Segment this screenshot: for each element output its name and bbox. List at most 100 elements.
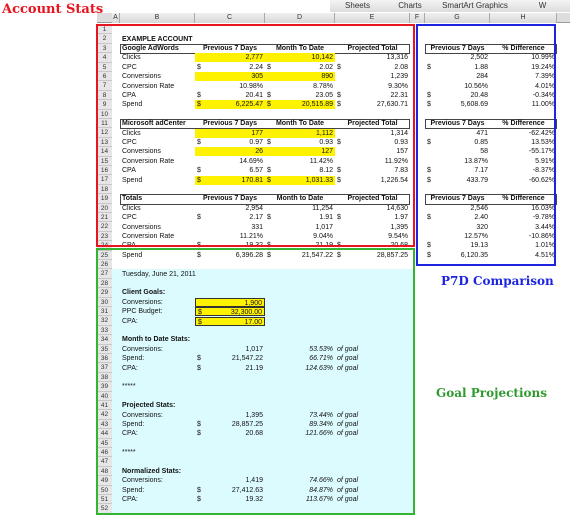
- table-header-border: [425, 43, 557, 55]
- cell: $20.41: [195, 91, 265, 100]
- currency-symbol: $: [267, 139, 271, 146]
- cell: Month To Date: [275, 45, 325, 52]
- cell: 305: [195, 72, 265, 82]
- cell: -55.17%: [528, 148, 555, 156]
- cell-value: 5,608.69: [460, 101, 488, 109]
- cell-value: 32,300.00: [230, 309, 262, 317]
- cell: Previous 7 Days: [430, 120, 485, 128]
- currency-symbol: $: [198, 309, 202, 317]
- cell: $6.57: [195, 166, 265, 175]
- cell: 331: [251, 223, 263, 231]
- cell: 10.99%: [531, 54, 555, 62]
- cell: 9.54%: [388, 233, 408, 240]
- cell: % Difference: [502, 45, 545, 52]
- cell: 84.87%: [309, 486, 333, 494]
- goal-box: [96, 248, 415, 515]
- row-number: 46: [97, 448, 112, 458]
- row-number: 18: [97, 184, 112, 195]
- cell: of goal: [337, 496, 359, 504]
- cell: of goal: [337, 486, 359, 494]
- row-number: 42: [97, 410, 112, 420]
- cell: -0.34%: [532, 92, 555, 99]
- row-number: 47: [97, 457, 112, 467]
- cell-value: 20.41: [245, 92, 263, 99]
- cell: Month to Date: [276, 195, 324, 203]
- cell: 10.56%: [464, 82, 488, 90]
- row-number: 2: [97, 34, 112, 44]
- cell: 1,017: [245, 345, 263, 353]
- cell: $2.08: [335, 63, 410, 72]
- cell-value: 19.32: [245, 496, 263, 504]
- currency-symbol: $: [197, 251, 201, 259]
- currency-symbol: $: [267, 176, 271, 184]
- cell: Normalized Stats:: [122, 468, 182, 475]
- row-number: 51: [97, 495, 112, 505]
- cell: Projected Stats:: [122, 402, 176, 410]
- cell: 113.67%: [305, 496, 333, 504]
- currency-symbol: $: [197, 430, 201, 438]
- cell: $2.17: [195, 213, 265, 222]
- cell-value: 0.93: [319, 139, 333, 146]
- row-number: 6: [97, 72, 112, 82]
- cell: $20,515.89: [265, 100, 335, 110]
- cell: $28,857.25: [335, 251, 410, 260]
- cell: 13.53%: [531, 139, 555, 146]
- cell-value: 6,225.47: [235, 101, 263, 109]
- cell: Conversion Rate: [122, 233, 175, 240]
- row-number: 9: [97, 100, 112, 110]
- row-number: 37: [97, 363, 112, 373]
- cell: of goal: [337, 355, 359, 363]
- account-stats-label: Account Stats: [2, 2, 104, 17]
- cell: Conversion Rate: [122, 157, 175, 165]
- currency-symbol: $: [197, 355, 201, 363]
- cell: CPA:: [122, 496, 138, 504]
- cell: % Difference: [502, 120, 545, 128]
- currency-symbol: $: [197, 421, 201, 428]
- cell: Conversions: [122, 223, 161, 231]
- cell-value: 0.85: [474, 139, 488, 146]
- cell-value: 19.13: [470, 242, 488, 250]
- currency-symbol: $: [267, 92, 271, 99]
- cell: Spend:: [122, 486, 145, 494]
- cell: CPA: [122, 92, 136, 99]
- row-number: 26: [97, 260, 112, 270]
- cell-value: 27,412.63: [231, 486, 263, 494]
- cell: of goal: [337, 430, 359, 438]
- column-header: F: [410, 13, 425, 23]
- cell: CPA:: [122, 430, 138, 438]
- cell: -9.78%: [532, 214, 555, 222]
- row-number: 16: [97, 166, 112, 176]
- cell: 2,777: [195, 53, 265, 63]
- cell-value: 1.97: [394, 214, 408, 222]
- currency-symbol: $: [337, 92, 341, 99]
- cell-value: 2.24: [249, 63, 263, 71]
- row-number: 5: [97, 62, 112, 72]
- cell: 9.30%: [388, 82, 408, 90]
- cell: CPC: [122, 139, 137, 146]
- currency-symbol: $: [267, 101, 271, 109]
- cell: 89.34%: [309, 421, 333, 428]
- row-number: 11: [97, 119, 112, 129]
- row-number: 21: [97, 213, 112, 223]
- cell: 13.87%: [464, 157, 488, 165]
- cell: $17.00: [195, 316, 265, 326]
- cell: 11.42%: [309, 157, 333, 165]
- cell: 1,395: [245, 411, 263, 419]
- currency-symbol: $: [427, 92, 431, 99]
- cell: 177: [195, 128, 265, 138]
- cell: 471: [476, 129, 488, 137]
- row-number: 12: [97, 128, 112, 138]
- cell: 13,316: [386, 54, 408, 62]
- toolbar-tab: W: [515, 0, 570, 12]
- cell: Tuesday, June 21, 2011: [122, 270, 196, 278]
- cell-value: 23.05: [315, 92, 333, 99]
- cell: -62.42%: [528, 129, 555, 137]
- cell: $21,547.22: [195, 354, 265, 363]
- cell: Conversion Rate: [122, 82, 175, 90]
- currency-symbol: $: [427, 214, 431, 222]
- cell-value: 28,857.25: [231, 421, 263, 428]
- row-number: 15: [97, 156, 112, 166]
- row-number: 25: [97, 250, 112, 260]
- row-number: 17: [97, 175, 112, 185]
